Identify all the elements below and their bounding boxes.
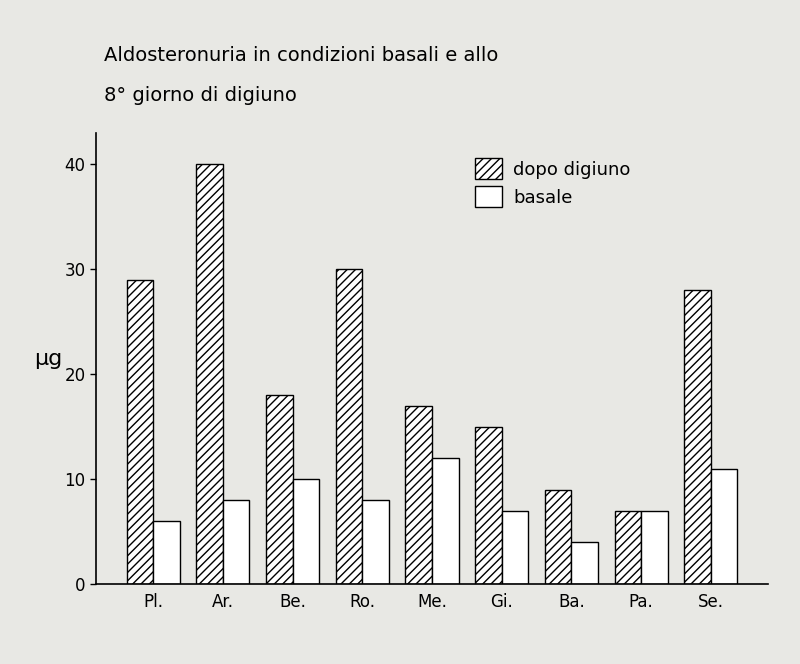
- Bar: [502, 511, 528, 584]
- Y-axis label: μg: μg: [34, 349, 62, 369]
- Bar: [406, 406, 432, 584]
- Bar: [475, 427, 502, 584]
- Bar: [685, 290, 711, 584]
- Bar: [153, 521, 179, 584]
- Bar: [222, 500, 250, 584]
- Bar: [614, 511, 642, 584]
- Bar: [266, 395, 293, 584]
- Bar: [196, 164, 222, 584]
- Bar: [545, 490, 571, 584]
- Bar: [711, 469, 738, 584]
- Bar: [571, 542, 598, 584]
- Bar: [126, 280, 153, 584]
- Bar: [432, 458, 458, 584]
- Bar: [293, 479, 319, 584]
- Legend: dopo digiuno, basale: dopo digiuno, basale: [468, 151, 638, 214]
- Bar: [336, 270, 362, 584]
- Bar: [362, 500, 389, 584]
- Text: Aldosteronuria in condizioni basali e allo: Aldosteronuria in condizioni basali e al…: [104, 46, 498, 66]
- Bar: [642, 511, 668, 584]
- Text: 8° giorno di digiuno: 8° giorno di digiuno: [104, 86, 297, 106]
